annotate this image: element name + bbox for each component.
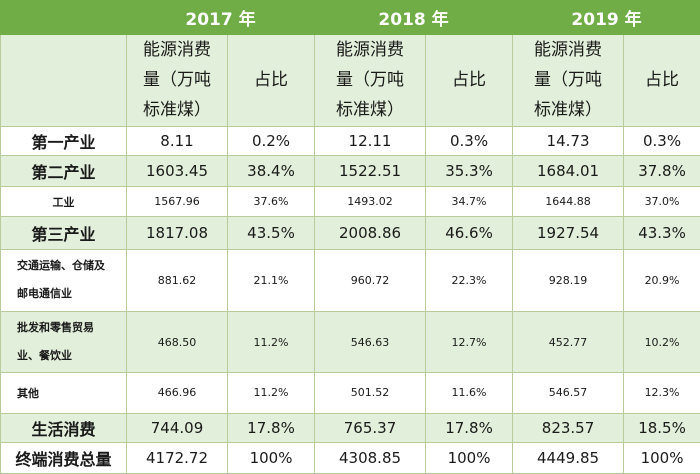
value-cell: 22.3% <box>425 248 514 312</box>
consumption-header-2018: 能源消费 量（万吨 标准煤） <box>314 34 427 127</box>
value-cell: 466.96 <box>126 372 228 414</box>
value-cell: 17.8% <box>425 412 514 443</box>
row-label-line: 批发和零售贸易 <box>17 321 94 335</box>
value-cell: 823.57 <box>512 412 625 443</box>
table-row: 生活消费 744.09 17.8% 765.37 17.8% 823.57 18… <box>0 412 700 443</box>
consumption-header-line: 量（万吨 <box>534 70 603 91</box>
row-label-line: 交通运输、仓储及 <box>17 259 105 273</box>
value-cell: 452.77 <box>512 310 625 374</box>
value-cell: 34.7% <box>425 186 514 218</box>
value-cell: 37.6% <box>226 186 316 218</box>
value-cell: 546.63 <box>314 310 427 374</box>
value-cell: 10.2% <box>623 310 700 374</box>
table-row: 终端消费总量 4172.72 100% 4308.85 100% 4449.85… <box>0 441 700 474</box>
value-cell: 0.3% <box>623 125 700 156</box>
value-cell: 881.62 <box>126 248 228 312</box>
value-cell: 12.7% <box>425 310 514 374</box>
value-cell: 1522.51 <box>314 154 427 188</box>
row-label: 交通运输、仓储及 邮电通信业 <box>0 248 127 312</box>
year-2019-header: 2019 年 <box>512 0 700 36</box>
value-cell: 20.9% <box>623 248 700 312</box>
table-row: 工业 1567.96 37.6% 1493.02 34.7% 1644.88 3… <box>0 186 700 218</box>
consumption-header-line: 标准煤） <box>534 100 603 121</box>
consumption-header-line: 量（万吨 <box>336 70 405 91</box>
value-cell: 1927.54 <box>512 216 625 250</box>
row-label-line: 业、餐饮业 <box>17 349 72 363</box>
value-cell: 100% <box>425 441 514 474</box>
value-cell: 4308.85 <box>314 441 427 474</box>
value-cell: 43.5% <box>226 216 316 250</box>
value-cell: 2008.86 <box>314 216 427 250</box>
value-cell: 1603.45 <box>126 154 228 188</box>
consumption-header-2019: 能源消费 量（万吨 标准煤） <box>512 34 625 127</box>
value-cell: 744.09 <box>126 412 228 443</box>
value-cell: 43.3% <box>623 216 700 250</box>
value-cell: 1684.01 <box>512 154 625 188</box>
consumption-header-line: 能源消费 <box>143 40 211 61</box>
value-cell: 11.2% <box>226 372 316 414</box>
value-cell: 0.2% <box>226 125 316 156</box>
sub-header-blank <box>0 34 127 127</box>
value-cell: 1817.08 <box>126 216 228 250</box>
value-cell: 35.3% <box>425 154 514 188</box>
row-label-line: 邮电通信业 <box>17 287 72 301</box>
value-cell: 11.2% <box>226 310 316 374</box>
year-header-row: 2017 年 2018 年 2019 年 <box>0 0 700 36</box>
consumption-header-line: 能源消费 <box>534 40 603 61</box>
table-row: 第一产业 8.11 0.2% 12.11 0.3% 14.73 0.3% <box>0 125 700 156</box>
year-2018-header: 2018 年 <box>314 0 514 36</box>
value-cell: 4172.72 <box>126 441 228 474</box>
value-cell: 765.37 <box>314 412 427 443</box>
share-header-2017: 占比 <box>226 34 316 127</box>
value-cell: 468.50 <box>126 310 228 374</box>
value-cell: 100% <box>623 441 700 474</box>
row-label: 其他 <box>0 372 127 414</box>
table-row: 第二产业 1603.45 38.4% 1522.51 35.3% 1684.01… <box>0 154 700 188</box>
value-cell: 100% <box>226 441 316 474</box>
table-row: 交通运输、仓储及 邮电通信业 881.62 21.1% 960.72 22.3%… <box>0 248 700 312</box>
consumption-header-line: 能源消费 <box>336 40 405 61</box>
share-header-2019: 占比 <box>623 34 700 127</box>
consumption-header-2017: 能源消费 量（万吨 标准煤） <box>126 34 228 127</box>
value-cell: 1493.02 <box>314 186 427 218</box>
table-row: 其他 466.96 11.2% 501.52 11.6% 546.57 12.3… <box>0 372 700 414</box>
value-cell: 37.8% <box>623 154 700 188</box>
value-cell: 0.3% <box>425 125 514 156</box>
row-label: 第一产业 <box>0 125 127 156</box>
corner-cell <box>0 0 127 36</box>
value-cell: 12.11 <box>314 125 427 156</box>
consumption-header-line: 标准煤） <box>336 100 405 121</box>
value-cell: 21.1% <box>226 248 316 312</box>
row-label: 工业 <box>0 186 127 218</box>
value-cell: 14.73 <box>512 125 625 156</box>
value-cell: 928.19 <box>512 248 625 312</box>
value-cell: 46.6% <box>425 216 514 250</box>
row-label: 批发和零售贸易 业、餐饮业 <box>0 310 127 374</box>
value-cell: 4449.85 <box>512 441 625 474</box>
row-label: 第三产业 <box>0 216 127 250</box>
value-cell: 546.57 <box>512 372 625 414</box>
row-label: 生活消费 <box>0 412 127 443</box>
value-cell: 1644.88 <box>512 186 625 218</box>
share-header-2018: 占比 <box>425 34 514 127</box>
value-cell: 11.6% <box>425 372 514 414</box>
consumption-header-line: 量（万吨 <box>143 70 211 91</box>
row-label: 终端消费总量 <box>0 441 127 474</box>
value-cell: 12.3% <box>623 372 700 414</box>
value-cell: 37.0% <box>623 186 700 218</box>
table-row: 第三产业 1817.08 43.5% 2008.86 46.6% 1927.54… <box>0 216 700 250</box>
consumption-header-line: 标准煤） <box>143 100 211 121</box>
value-cell: 8.11 <box>126 125 228 156</box>
sub-header-row: 能源消费 量（万吨 标准煤） 占比 能源消费 量（万吨 标准煤） 占比 能源消费… <box>0 34 700 127</box>
value-cell: 17.8% <box>226 412 316 443</box>
value-cell: 501.52 <box>314 372 427 414</box>
value-cell: 18.5% <box>623 412 700 443</box>
table-row: 批发和零售贸易 业、餐饮业 468.50 11.2% 546.63 12.7% … <box>0 310 700 374</box>
value-cell: 960.72 <box>314 248 427 312</box>
value-cell: 1567.96 <box>126 186 228 218</box>
value-cell: 38.4% <box>226 154 316 188</box>
year-2017-header: 2017 年 <box>125 0 316 36</box>
row-label: 第二产业 <box>0 154 127 188</box>
